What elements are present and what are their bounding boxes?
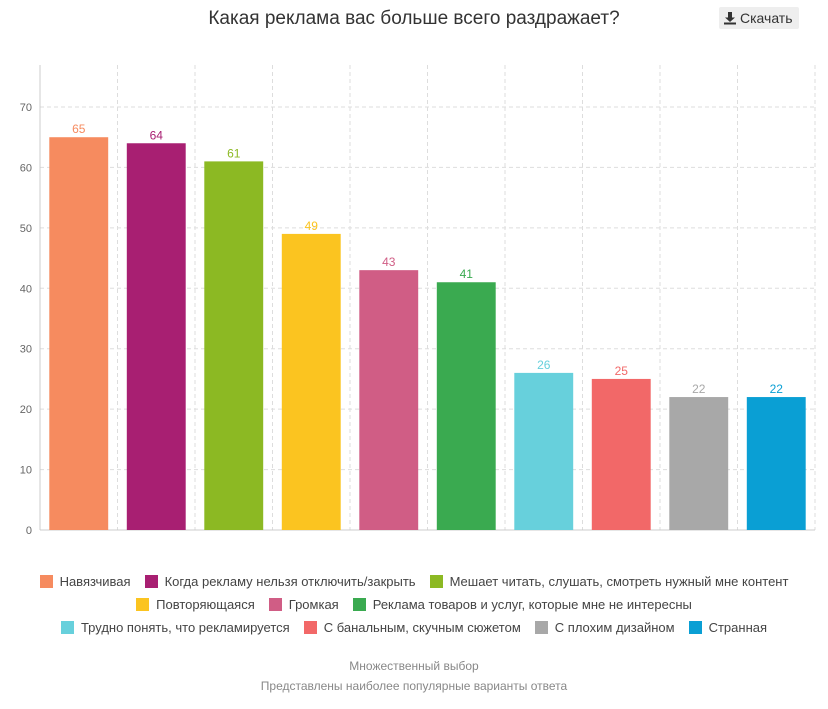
bar (436, 282, 496, 530)
data-label: 22 (770, 382, 784, 396)
legend-swatch (144, 575, 158, 588)
legend-label: Мешает читать, слушать, смотреть нужный … (449, 574, 789, 589)
legend-item-8[interactable]: С плохим дизайном (534, 620, 675, 635)
legend-item-7[interactable]: С банальным, скучным сюжетом (303, 620, 521, 635)
bar (514, 372, 574, 530)
legend-label: С плохим дизайном (554, 620, 675, 635)
legend-swatch (136, 598, 150, 611)
data-label: 49 (305, 219, 319, 233)
download-label: Скачать (740, 10, 793, 26)
data-label: 64 (150, 128, 164, 142)
y-tick-label: 0 (26, 525, 32, 537)
legend-label: Повторяющаяся (156, 597, 255, 612)
bar (126, 143, 186, 530)
legend-item-9[interactable]: Странная (688, 620, 768, 635)
legend-row: Трудно понять, что рекламируется С банал… (0, 616, 828, 639)
legend-item-1[interactable]: Когда рекламу нельзя отключить/закрыть (144, 574, 416, 589)
data-label: 65 (72, 122, 86, 136)
data-label: 43 (382, 255, 396, 269)
legend-label: Когда рекламу нельзя отключить/закрыть (164, 574, 416, 589)
legend-label: С банальным, скучным сюжетом (323, 620, 521, 635)
data-label: 41 (460, 267, 474, 281)
bar-chart: 0 10 20 30 40 50 60 70 65 64 61 49 43 41 26 25 22 22 (20, 65, 816, 537)
legend-swatch (688, 621, 702, 634)
y-tick-label: 10 (20, 465, 32, 477)
chart-legend: Навязчивая Когда рекламу нельзя отключит… (0, 570, 828, 639)
legend-label: Навязчивая (59, 574, 131, 589)
bar (49, 137, 109, 530)
bar (669, 397, 729, 530)
bar (746, 397, 806, 530)
legend-label: Странная (708, 620, 768, 635)
bar (281, 233, 341, 530)
legend-swatch (429, 575, 443, 588)
data-label: 61 (227, 146, 241, 160)
legend-item-5[interactable]: Реклама товаров и услуг, которые мне не … (352, 597, 692, 612)
legend-swatch (60, 621, 74, 634)
download-icon (724, 12, 736, 25)
bar (359, 270, 419, 530)
y-tick-label: 30 (20, 344, 32, 356)
legend-item-2[interactable]: Мешает читать, слушать, смотреть нужный … (429, 574, 789, 589)
y-tick-label: 20 (20, 404, 32, 416)
download-button[interactable]: Скачать (719, 7, 799, 29)
bar (204, 161, 264, 530)
legend-label: Громкая (288, 597, 339, 612)
data-label: 26 (537, 358, 551, 372)
chart-title: Какая реклама вас больше всего раздражае… (208, 8, 620, 29)
legend-row: Навязчивая Когда рекламу нельзя отключит… (0, 570, 828, 593)
y-tick-label: 50 (20, 223, 32, 235)
y-tick-label: 40 (20, 283, 32, 295)
legend-item-6[interactable]: Трудно понять, что рекламируется (60, 620, 290, 635)
legend-row: Повторяющаяся Громкая Реклама товаров и … (0, 593, 828, 616)
y-tick-label: 70 (20, 102, 32, 114)
legend-label: Реклама товаров и услуг, которые мне не … (372, 597, 692, 612)
data-label: 25 (615, 364, 629, 378)
legend-item-0[interactable]: Навязчивая (39, 574, 131, 589)
legend-swatch (534, 621, 548, 634)
legend-swatch (39, 575, 53, 588)
footnote-multiple-choice: Множественный выбор (349, 659, 479, 673)
legend-item-3[interactable]: Повторяющаяся (136, 597, 255, 612)
legend-swatch (352, 598, 366, 611)
legend-swatch (268, 598, 282, 611)
data-label: 22 (692, 382, 706, 396)
footnote-popular-answers: Представлены наиболее популярные вариант… (260, 679, 568, 693)
legend-item-4[interactable]: Громкая (268, 597, 339, 612)
legend-swatch (303, 621, 317, 634)
bar (591, 378, 651, 530)
legend-label: Трудно понять, что рекламируется (80, 620, 290, 635)
y-tick-label: 60 (20, 162, 32, 174)
